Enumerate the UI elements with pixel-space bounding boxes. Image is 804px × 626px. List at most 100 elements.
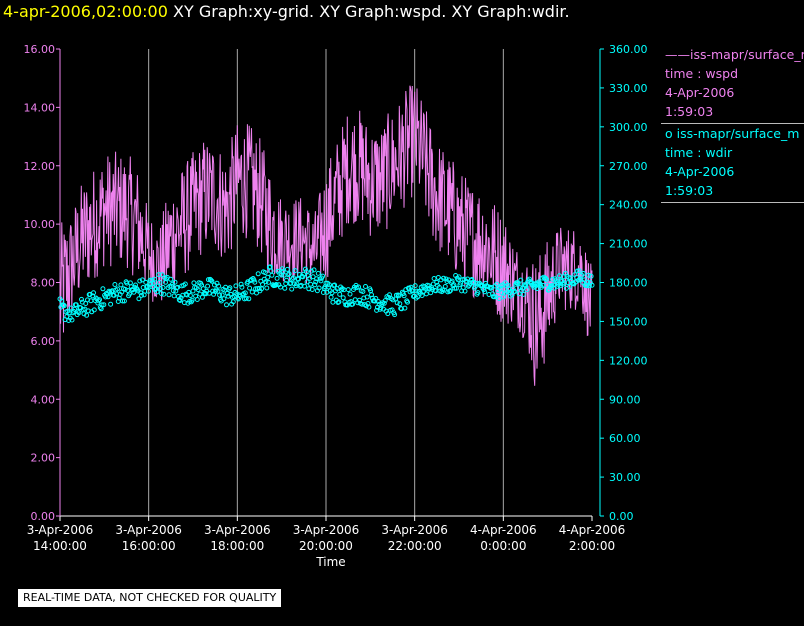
wdir-point xyxy=(90,293,96,299)
wdir-point xyxy=(157,279,162,285)
wdir-point xyxy=(373,296,379,301)
legend-entry-wdir: o iss-mapr/surface_m time : wdir 4-Apr-2… xyxy=(661,124,804,203)
wdir-point xyxy=(544,277,549,282)
wdir-point xyxy=(247,285,253,291)
legend-entry-wspd: ——iss-mapr/surface_m time : wspd 4-Apr-2… xyxy=(661,45,804,124)
wdir-point xyxy=(127,291,132,297)
x-tick-time: 0:00:00 xyxy=(480,539,526,553)
wdir-point xyxy=(520,291,526,297)
wdir-point xyxy=(199,294,205,300)
right-tick-label: 0.00 xyxy=(609,510,634,523)
wdir-point xyxy=(309,287,315,292)
wdir-point xyxy=(221,296,227,302)
right-tick-label: 330.00 xyxy=(609,82,648,95)
wdir-point xyxy=(328,294,334,300)
wdir-point xyxy=(475,290,481,296)
wdir-point xyxy=(205,283,211,289)
wdir-point xyxy=(289,286,295,292)
wdir-point xyxy=(360,289,366,294)
wdir-point xyxy=(512,289,518,294)
wdir-point xyxy=(151,276,157,282)
wdir-point xyxy=(269,272,275,278)
wdir-point xyxy=(401,293,407,299)
wdir-point xyxy=(402,305,408,311)
wdir-point xyxy=(105,294,111,300)
wdir-point xyxy=(160,285,166,290)
wdir-point xyxy=(194,297,200,302)
right-tick-label: 30.00 xyxy=(609,471,641,484)
wdir-point xyxy=(395,292,401,298)
wdir-point xyxy=(372,298,378,304)
wdir-point xyxy=(158,291,164,296)
wdir-point xyxy=(390,297,396,303)
x-tick-time: 2:00:00 xyxy=(569,539,615,553)
wdir-point xyxy=(154,289,160,295)
legend-line-symbol: —— xyxy=(665,47,690,62)
wdir-point xyxy=(385,311,391,317)
wdir-point xyxy=(191,280,197,286)
wdir-point xyxy=(139,277,145,283)
wdir-point xyxy=(586,272,592,278)
legend-vars: time : wspd xyxy=(665,66,739,81)
wdir-point xyxy=(558,277,564,283)
wdir-point xyxy=(266,279,271,285)
wdir-point xyxy=(453,285,459,291)
wdir-point xyxy=(302,283,307,289)
wdir-point xyxy=(91,307,97,313)
wdir-point xyxy=(156,272,162,278)
graph-header: 4-apr-2006,02:00:00 XY Graph:xy-grid. XY… xyxy=(3,0,570,26)
wdir-point xyxy=(314,276,320,282)
wdir-point xyxy=(108,301,114,307)
right-tick-label: 60.00 xyxy=(609,432,641,445)
wdir-point xyxy=(252,279,258,285)
wdir-point xyxy=(447,288,453,294)
x-tick-date: 3-Apr-2006 xyxy=(27,523,94,537)
wdir-point xyxy=(586,283,592,289)
wdir-point xyxy=(308,281,314,287)
wdir-point xyxy=(195,287,201,293)
wdir-point xyxy=(415,294,421,300)
right-tick-label: 360.00 xyxy=(609,43,648,56)
wdir-point xyxy=(222,287,228,293)
wdir-point xyxy=(249,289,255,295)
wdir-point xyxy=(580,271,586,276)
left-tick-label: 0.00 xyxy=(31,510,56,523)
quality-notice: REAL-TIME DATA, NOT CHECKED FOR QUALITY xyxy=(18,589,282,607)
wdir-point xyxy=(397,301,403,307)
wdir-point xyxy=(76,310,82,316)
wdir-point xyxy=(255,271,261,277)
wdir-point xyxy=(200,286,206,292)
wdir-point xyxy=(481,287,487,293)
wdir-point xyxy=(246,296,252,302)
wdir-point xyxy=(452,285,458,291)
wdir-point xyxy=(442,284,448,289)
wdir-point xyxy=(382,298,388,304)
wdir-point xyxy=(189,297,195,303)
right-tick-label: 210.00 xyxy=(609,238,648,251)
wdir-point xyxy=(491,294,497,300)
wdir-point xyxy=(279,266,285,272)
wdir-point xyxy=(224,302,229,308)
wdir-point xyxy=(337,291,343,297)
wdir-point xyxy=(75,309,81,315)
wdir-point xyxy=(292,268,298,274)
wdir-point xyxy=(115,286,120,292)
wdir-point xyxy=(263,279,269,285)
wdir-point xyxy=(73,302,79,308)
wdir-point xyxy=(139,292,144,298)
wdir-point xyxy=(347,291,353,297)
legend-time: 1:59:03 xyxy=(665,183,714,198)
wdir-point xyxy=(286,271,292,277)
wdir-point xyxy=(473,280,479,286)
wdir-point xyxy=(462,288,468,294)
wdir-point xyxy=(304,279,310,285)
wdir-point xyxy=(396,293,402,299)
legend-label: iss-mapr/surface_m xyxy=(690,47,804,62)
wdir-point xyxy=(381,300,387,306)
wdir-point xyxy=(260,282,265,287)
wdir-point xyxy=(524,287,530,293)
wdir-point xyxy=(581,277,587,283)
wdir-point xyxy=(285,272,291,278)
wdir-point xyxy=(434,279,440,285)
left-tick-label: 10.00 xyxy=(24,218,56,231)
